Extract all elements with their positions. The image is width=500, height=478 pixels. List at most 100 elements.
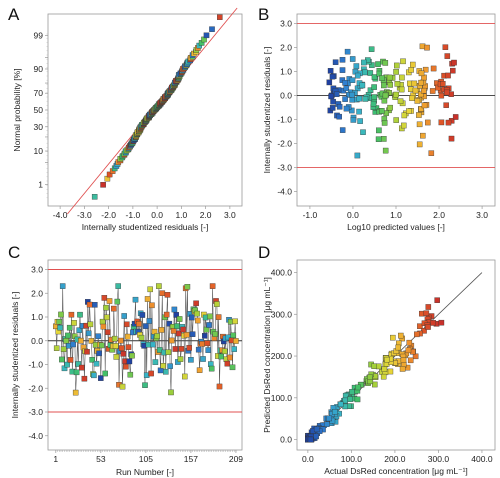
y-tick-label: 90: [34, 64, 44, 74]
data-point: [98, 375, 104, 381]
data-point: [423, 310, 430, 316]
data-point: [355, 384, 361, 391]
data-point: [350, 117, 357, 123]
x-tick-label: -2.0: [101, 210, 116, 220]
data-point: [132, 296, 139, 303]
y-tick-label: 2.0: [31, 288, 43, 298]
data-point: [150, 341, 156, 348]
data-point: [79, 364, 85, 371]
data-point: [125, 344, 132, 350]
x-tick-label: 2.0: [433, 210, 445, 220]
y-tick-label: 200.0: [271, 351, 293, 361]
data-point: [196, 367, 203, 373]
data-point: [170, 328, 177, 334]
data-point: [416, 112, 422, 118]
data-point: [375, 363, 382, 370]
y-tick-label: 0.0: [31, 336, 43, 346]
data-point: [380, 373, 387, 380]
data-point: [56, 318, 63, 325]
panel-a-normal-probability-plot: -4.0 -3.0 -2.0 -1.0 0.0 1.0 2.0 3.0 1 10 30 50 70 90 9…: [12, 7, 243, 232]
data-point: [393, 69, 399, 75]
data-point: [167, 363, 173, 369]
data-point: [86, 301, 93, 308]
data-point: [104, 314, 110, 321]
data-point: [387, 104, 393, 111]
data-point: [371, 94, 378, 100]
data-point: [129, 352, 135, 359]
data-point: [371, 363, 377, 369]
data-point: [420, 87, 427, 94]
data-point: [70, 341, 76, 348]
data-point: [118, 345, 125, 351]
data-point: [163, 369, 169, 375]
data-point: [424, 44, 430, 51]
data-point: [96, 350, 102, 357]
data-point: [342, 397, 348, 404]
y-tick-label: -2.0: [28, 383, 43, 393]
data-point: [425, 304, 432, 310]
data-point: [78, 337, 84, 344]
panel-b-residuals-vs-predicted: -1.0 0.0 1.0 2.0 3.0 3.0 2.0 1.0 0.0 -1.0 -2.0 -3.0…: [262, 13, 496, 232]
data-point: [407, 357, 414, 364]
data-point: [443, 102, 449, 108]
data-point: [184, 284, 191, 290]
data-point: [412, 353, 419, 360]
data-point: [349, 389, 355, 395]
data-point: [118, 337, 124, 344]
data-point: [76, 327, 82, 333]
data-point: [100, 182, 106, 188]
y-tick-label: 2.0: [280, 43, 292, 53]
data-point: [124, 333, 131, 340]
data-point: [66, 324, 73, 331]
data-point: [354, 396, 361, 403]
data-point: [398, 86, 405, 93]
data-point: [369, 62, 375, 68]
data-point: [194, 310, 200, 317]
data-point: [375, 136, 382, 142]
data-point: [393, 91, 399, 98]
y-axis-label: Internally studentized residuals [-]: [10, 292, 20, 419]
x-tick-label: 100.0: [341, 454, 363, 464]
data-point: [189, 314, 195, 321]
data-point: [307, 436, 314, 443]
x-tick-label: 1: [53, 454, 58, 464]
data-point: [332, 59, 339, 65]
data-point: [356, 95, 363, 102]
data-point: [59, 283, 66, 289]
data-point: [209, 283, 216, 289]
data-point: [332, 409, 338, 415]
data-point: [342, 96, 348, 102]
data-point: [231, 346, 237, 352]
y-tick-label: 1.0: [280, 67, 292, 77]
data-point: [115, 283, 121, 289]
data-point: [72, 389, 79, 396]
data-point: [362, 96, 369, 102]
data-point: [163, 311, 170, 318]
y-tick-label: 300.0: [271, 309, 293, 319]
data-point: [127, 371, 134, 378]
data-point: [206, 322, 212, 328]
data-point: [360, 129, 366, 135]
y-tick-label: 3.0: [31, 265, 43, 275]
data-point: [189, 331, 196, 337]
data-point: [67, 357, 74, 363]
x-tick-label: 200.0: [384, 454, 406, 464]
data-point: [158, 327, 165, 333]
data-point: [205, 347, 211, 353]
data-point: [143, 323, 149, 329]
x-tick-label: 300.0: [428, 454, 450, 464]
data-point: [422, 66, 429, 73]
data-point: [343, 105, 350, 112]
data-point: [342, 80, 348, 86]
data-point: [368, 46, 375, 52]
data-point: [401, 122, 407, 129]
data-point: [136, 321, 142, 327]
data-point: [142, 382, 148, 388]
x-tick-label: -1.0: [126, 210, 141, 220]
x-tick-label: -1.0: [303, 210, 318, 220]
data-point: [381, 82, 387, 89]
data-point: [73, 369, 80, 376]
data-point: [152, 359, 159, 365]
data-point: [203, 32, 210, 39]
data-point: [232, 318, 238, 325]
